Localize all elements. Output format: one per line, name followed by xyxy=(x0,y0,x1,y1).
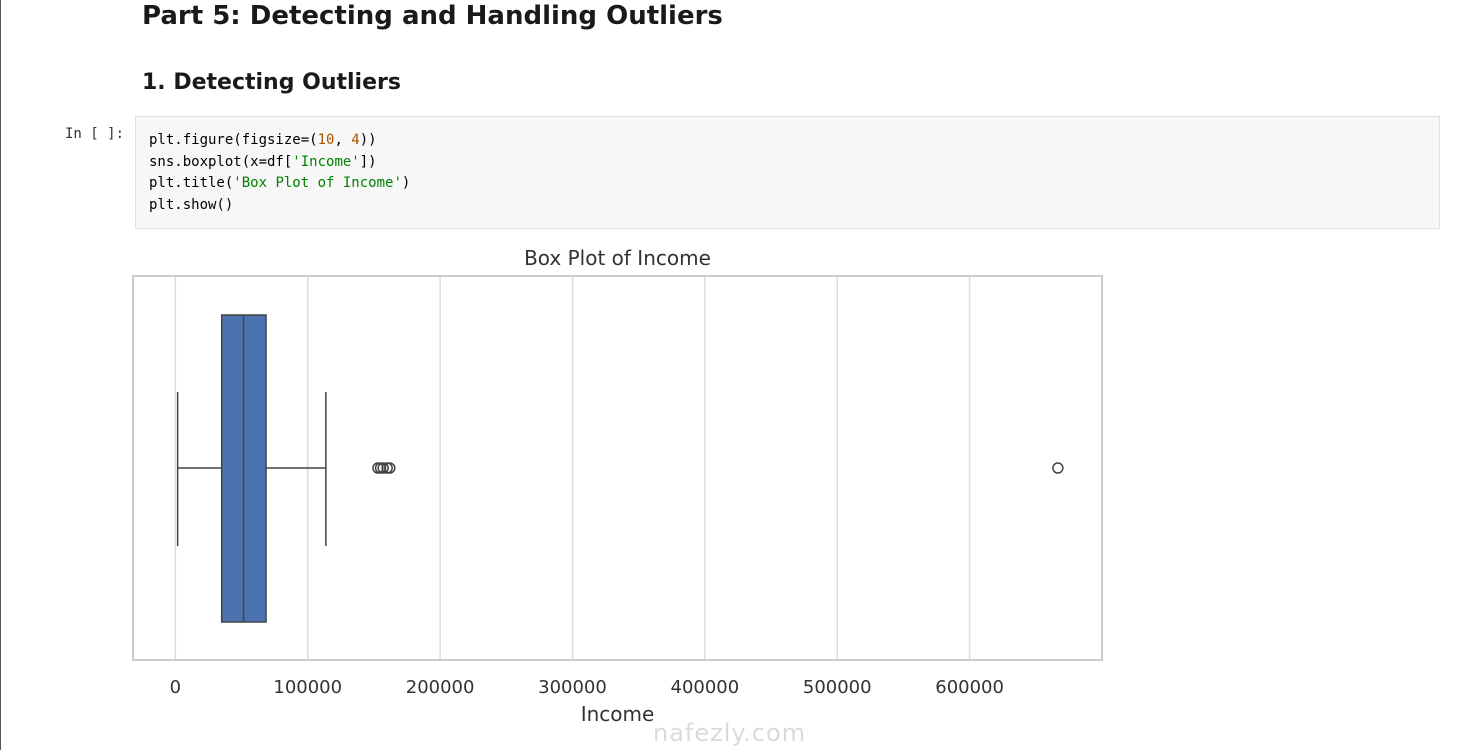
code-number: 4 xyxy=(351,132,360,148)
section-heading: 1. Detecting Outliers xyxy=(142,70,401,95)
x-tick-label: 400000 xyxy=(671,677,740,698)
code-token: plt.title( xyxy=(149,175,234,191)
code-line-2: sns.boxplot(x=df['Income']) xyxy=(149,154,377,170)
code-token: plt.figure(figsize=( xyxy=(149,132,318,148)
x-tick-label: 100000 xyxy=(273,677,342,698)
chart-output: 0 100000 200000 300000 400000 500000 600000 Box… xyxy=(1,235,1468,750)
code-token: , xyxy=(334,132,352,148)
outlier-point xyxy=(1052,462,1064,474)
code-token: sns.boxplot(x=df[ xyxy=(149,153,293,170)
box-plot-chart: 0 100000 200000 300000 400000 500000 600000 Box… xyxy=(132,246,1103,726)
plot-frame xyxy=(132,275,1103,661)
watermark-text: nafezly.com xyxy=(653,719,807,747)
x-tick-label: 500000 xyxy=(803,677,872,698)
x-tick-label: 200000 xyxy=(406,677,475,698)
x-axis-label: Income xyxy=(581,702,655,726)
code-line-3: plt.title('Box Plot of Income') xyxy=(149,175,410,191)
part-heading: Part 5: Detecting and Handling Outliers xyxy=(142,1,723,31)
cell-prompt: In [ ]: xyxy=(65,126,125,142)
code-string: 'Income' xyxy=(292,153,360,170)
code-number: 10 xyxy=(317,132,335,148)
code-editor[interactable]: plt.figure(figsize=(10, 4)) sns.boxplot(… xyxy=(149,130,410,216)
x-tick-label: 600000 xyxy=(935,677,1004,698)
code-token: ]) xyxy=(359,153,377,170)
code-cell[interactable]: plt.figure(figsize=(10, 4)) sns.boxplot(… xyxy=(135,116,1440,229)
code-token: ) xyxy=(401,175,411,191)
outlier-point xyxy=(384,462,396,474)
code-token: )) xyxy=(359,132,377,148)
code-line-4: plt.show() xyxy=(149,196,234,213)
code-string: 'Box Plot of Income' xyxy=(233,175,402,191)
x-tick-label: 0 xyxy=(170,677,181,698)
x-tick-label: 300000 xyxy=(538,677,607,698)
code-line-1: plt.figure(figsize=(10, 4)) xyxy=(149,132,377,148)
chart-title: Box Plot of Income xyxy=(524,246,711,270)
outlier-point xyxy=(377,462,389,474)
